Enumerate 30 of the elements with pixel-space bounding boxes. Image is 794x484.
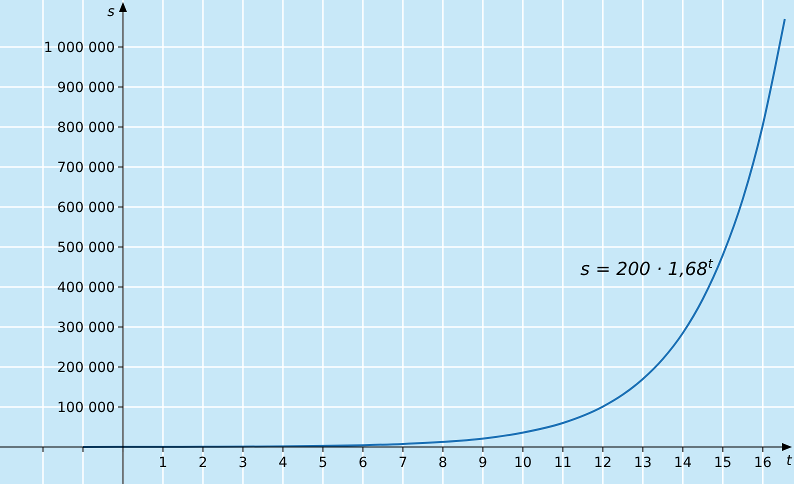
x-tick-label: 16 xyxy=(754,455,772,471)
y-tick-label: 900 000 xyxy=(57,80,115,96)
x-tick-label: 7 xyxy=(398,455,408,471)
y-tick-label: 1 000 000 xyxy=(44,40,115,56)
x-tick-label: 10 xyxy=(514,455,532,471)
y-axis-title: s xyxy=(107,4,115,20)
x-tick-label: 11 xyxy=(554,455,572,471)
y-tick-label: 600 000 xyxy=(57,200,115,216)
x-tick-label: 15 xyxy=(714,455,732,471)
x-tick-label: 6 xyxy=(358,455,368,471)
x-tick-label: 9 xyxy=(478,455,488,471)
y-tick-label: 300 000 xyxy=(57,320,115,336)
x-tick-label: 4 xyxy=(278,455,288,471)
y-tick-label: 100 000 xyxy=(57,400,115,416)
x-tick-label: 8 xyxy=(438,455,448,471)
y-tick-label: 700 000 xyxy=(57,160,115,176)
x-tick-label: 1 xyxy=(158,455,168,471)
x-tick-label: 3 xyxy=(238,455,248,471)
x-tick-label: 14 xyxy=(674,455,692,471)
y-tick-label: 800 000 xyxy=(57,120,115,136)
y-tick-label: 400 000 xyxy=(57,280,115,296)
y-tick-label: 200 000 xyxy=(57,360,115,376)
x-tick-label: 13 xyxy=(634,455,652,471)
line-series xyxy=(82,18,786,448)
x-tick-label: 12 xyxy=(594,455,612,471)
x-tick-label: 2 xyxy=(198,455,208,471)
x-axis-title: t xyxy=(786,453,792,469)
annotation: s = 200 · 1,68$^{t}$ xyxy=(580,256,714,280)
y-tick-label: 500 000 xyxy=(57,240,115,256)
x-tick-label: 5 xyxy=(318,455,328,471)
